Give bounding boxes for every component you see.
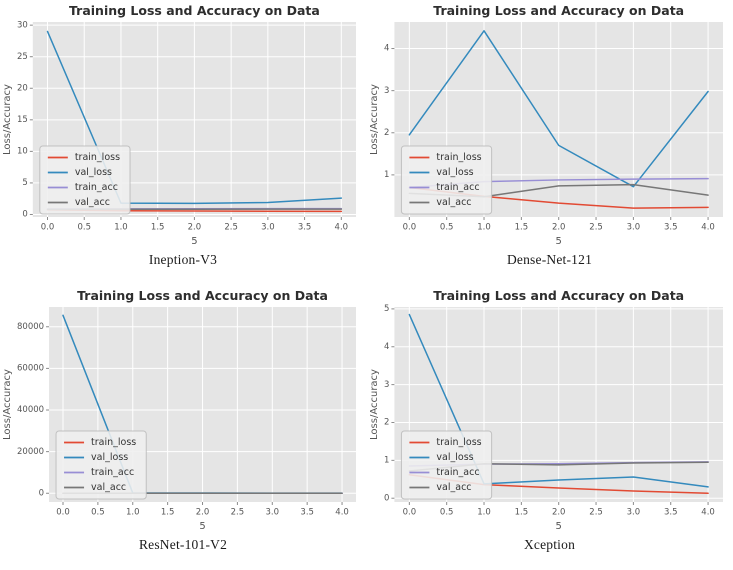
chart-canvas-resnet-101-v2 [0,285,366,535]
chart-canvas-xception [366,285,733,535]
figure-xception: Xception [366,285,733,570]
chart-canvas-ineption-v3 [0,0,366,250]
figure-caption-resnet-101-v2: ResNet-101-V2 [138,537,228,552]
figure-caption-dense-net-121: Dense-Net-121 [506,252,593,267]
figure-ineption-v3: Ineption-V3 [0,0,366,285]
figure-caption-ineption-v3: Ineption-V3 [148,252,218,267]
figure-resnet-101-v2: ResNet-101-V2 [0,285,366,570]
figure-dense-net-121: Dense-Net-121 [366,0,733,285]
chart-canvas-dense-net-121 [366,0,733,250]
figure-caption-xception: Xception [523,537,576,552]
